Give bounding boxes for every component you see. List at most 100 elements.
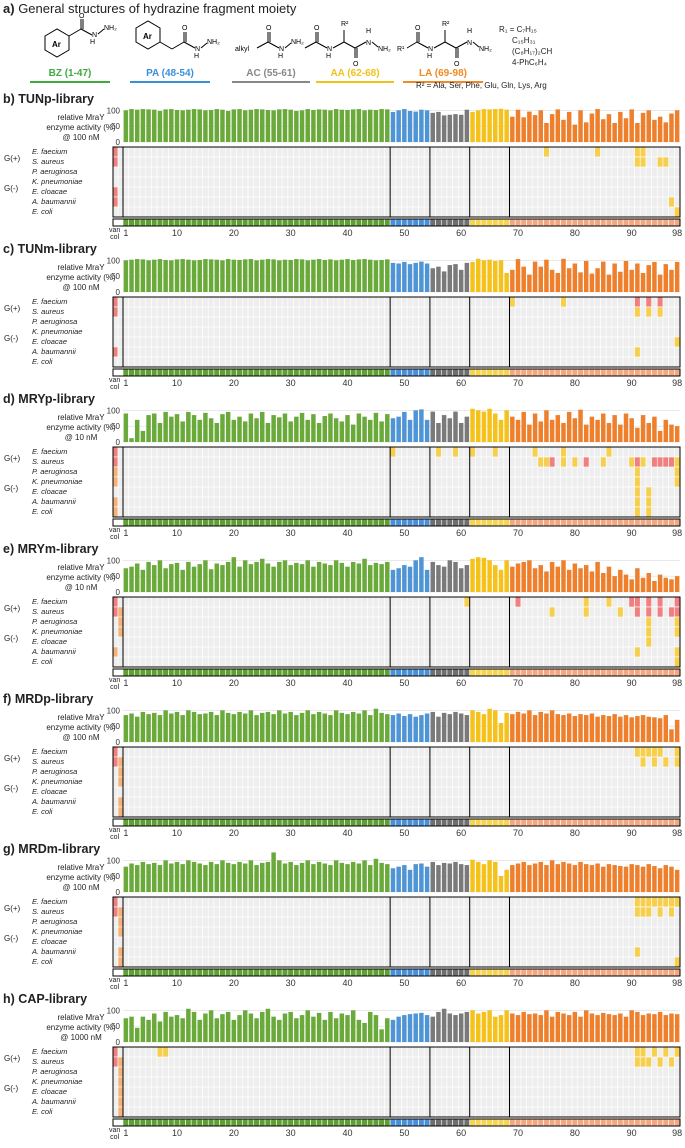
heatmap-cell: [406, 296, 414, 308]
x-tick-label: 60: [456, 828, 466, 838]
heatmap-cell: [190, 756, 198, 768]
heatmap-cell: [577, 756, 584, 768]
heatmap-cell: [423, 356, 431, 368]
heatmap-cell: [253, 646, 260, 658]
heatmap-cell: [514, 476, 522, 488]
heatmap-cell: [378, 156, 385, 168]
heatmap-cell: [514, 766, 522, 778]
activity-bar: [169, 713, 174, 742]
heatmap-cell: [338, 316, 345, 328]
activity-bar: [618, 424, 623, 442]
activity-bar: [436, 266, 441, 292]
heatmap-cell: [418, 356, 425, 368]
heatmap-cell: [577, 786, 584, 798]
heatmap-cell: [526, 466, 533, 478]
heatmap-cell: [628, 896, 635, 908]
heatmap-cell: [298, 346, 306, 358]
heatmap-cell: [315, 206, 323, 218]
heatmap-cell: [458, 756, 465, 768]
organism-label: K. pneumoniae: [32, 927, 83, 936]
heatmap-cell: [259, 746, 266, 758]
heatmap-cell: [509, 346, 516, 358]
heatmap-cell: [247, 776, 255, 788]
heatmap-cell: [560, 326, 567, 338]
heatmap-cell: [651, 626, 658, 638]
heatmap-cell: [287, 636, 294, 648]
heatmap-cell: [355, 496, 363, 508]
heatmap-cell: [219, 316, 226, 328]
heatmap-cell: [145, 356, 152, 368]
heatmap-cell: [480, 776, 488, 788]
class-strip-cell: [520, 818, 527, 827]
heatmap-cell: [242, 766, 249, 778]
activity-bar: [436, 716, 441, 742]
heatmap-cell: [350, 306, 357, 318]
heatmap-cell: [350, 166, 357, 178]
activity-bar: [265, 110, 271, 142]
heatmap-cell: [486, 186, 493, 198]
heatmap-cell: [440, 466, 448, 478]
heatmap-cell: [509, 776, 516, 788]
class-strip-cell: [395, 818, 402, 827]
heatmap-cell: [406, 896, 414, 908]
heatmap-cell: [446, 636, 453, 648]
activity-bar: [481, 260, 487, 292]
activity-bar: [470, 710, 475, 742]
activity-bar: [640, 415, 646, 442]
heatmap-cell: [486, 626, 493, 638]
heatmap-cell: [639, 336, 647, 348]
class-strip-cell: [389, 368, 397, 377]
heatmap-cell: [594, 756, 601, 768]
heatmap-cell: [406, 466, 414, 478]
heatmap-cell: [259, 776, 266, 788]
activity-bar: [527, 710, 532, 742]
heatmap-cell: [662, 306, 669, 318]
heatmap-cell: [270, 466, 277, 478]
class-strip-cell: [634, 518, 641, 527]
heatmap-cell: [492, 806, 499, 818]
heatmap-cell: [151, 196, 158, 208]
heatmap-cell: [151, 896, 158, 908]
heatmap-cell: [583, 756, 590, 768]
class-strip-cell: [537, 518, 544, 527]
heatmap-cell: [134, 356, 141, 368]
class-strip-cell: [321, 668, 328, 677]
heatmap-cell: [128, 796, 135, 808]
heatmap-cell: [611, 296, 618, 308]
heatmap-cell: [605, 896, 613, 908]
heatmap-cell: [543, 806, 550, 818]
class-strip-cell: [577, 368, 584, 377]
heatmap-cell: [446, 446, 453, 458]
activity-bar: [532, 715, 538, 742]
heatmap-cell: [617, 636, 624, 648]
x-tick-label: 80: [570, 678, 580, 688]
heatmap-cell: [537, 596, 544, 608]
activity-bar: [396, 713, 401, 742]
heatmap-cell: [372, 596, 380, 608]
heatmap-cell: [361, 356, 368, 368]
activity-bar: [373, 708, 379, 742]
heatmap-cell: [594, 776, 601, 788]
heatmap-cell: [429, 146, 436, 158]
heatmap-cell: [418, 496, 425, 508]
activity-bar: [288, 260, 293, 292]
heatmap-cell: [594, 786, 601, 798]
activity-bar: [157, 560, 163, 592]
heatmap-cell: [446, 896, 453, 908]
activity-bar: [362, 710, 367, 742]
heatmap-cell: [458, 296, 465, 308]
activity-bar: [186, 860, 191, 892]
heatmap-cell: [134, 606, 141, 618]
heatmap-cell: [202, 776, 209, 788]
heatmap-cell: [514, 486, 522, 498]
heatmap-cell: [196, 296, 203, 308]
heatmap-cell: [173, 476, 181, 488]
heatmap-hit: [583, 596, 590, 608]
heatmap-cell: [207, 476, 215, 488]
heatmap-cell: [219, 446, 226, 458]
class-strip-cell: [571, 218, 578, 227]
heatmap-cell: [429, 336, 436, 348]
heatmap-cell: [168, 146, 175, 158]
heatmap-cell: [526, 306, 533, 318]
heatmap-cell: [332, 466, 340, 478]
